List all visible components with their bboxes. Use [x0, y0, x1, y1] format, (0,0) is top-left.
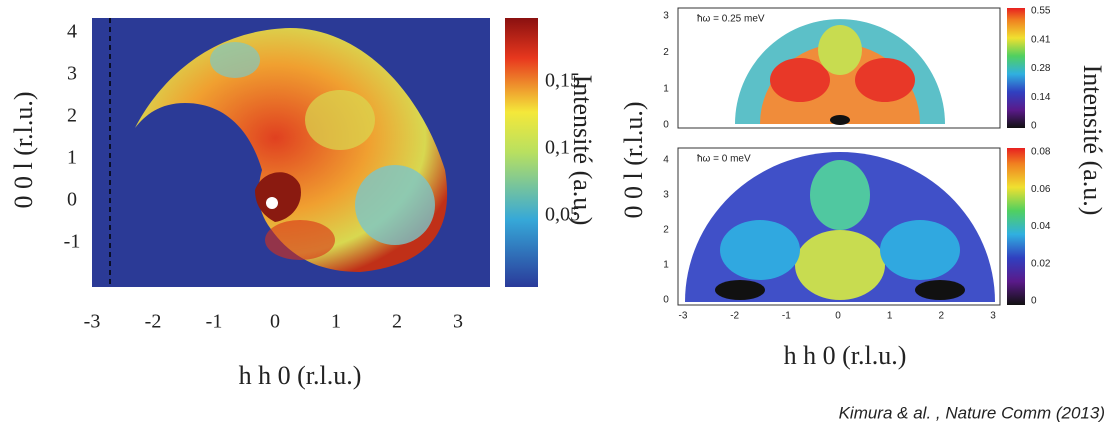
- colorbar-tick-label: 0.06: [1031, 184, 1051, 195]
- y-axis-label: 0 0 l (r.l.u.): [9, 92, 38, 209]
- y-tick-label: 3: [67, 63, 77, 85]
- x-tick-label: 1: [331, 311, 341, 333]
- y-tick-label: 2: [663, 225, 669, 236]
- y-axis-label: 0 0 l (r.l.u.): [619, 102, 648, 219]
- x-axis-label: h h 0 (r.l.u.): [784, 341, 907, 370]
- colorbar-tick-label: 0,15: [545, 70, 580, 92]
- colorbar-tick-label: 0.04: [1031, 221, 1051, 232]
- y-tick-label: 0: [663, 295, 669, 306]
- colorbar-tick-label: 0,05: [545, 204, 580, 226]
- y-tick-label: 4: [67, 21, 77, 43]
- y-tick-label: 3: [663, 11, 669, 22]
- x-tick-label: -1: [206, 311, 223, 333]
- colorbar-tick-label: 0: [1031, 121, 1037, 132]
- x-tick-label: -3: [84, 311, 101, 333]
- citation: Kimura & al. , Nature Comm (2013): [839, 403, 1105, 422]
- x-tick-label: 3: [990, 311, 996, 322]
- colorbar-tick-label: 0.55: [1031, 6, 1051, 17]
- y-tick-label: 2: [663, 47, 669, 58]
- left-heatmap: [92, 18, 538, 287]
- colorbar-tick-label: 0.02: [1031, 258, 1051, 269]
- y-tick-label: -1: [64, 231, 81, 253]
- colorbar-tick-label: 0.14: [1031, 92, 1051, 103]
- annotation: ħω = 0.25 meV: [697, 14, 765, 25]
- x-tick-label: -2: [145, 311, 162, 333]
- colorbar-tick-label: 0,1: [545, 137, 570, 159]
- y-tick-label: 3: [663, 190, 669, 201]
- colorbar-label: Intensité (a.u.): [1078, 65, 1107, 216]
- x-tick-label: 3: [453, 311, 463, 333]
- colorbar-tick-label: 0: [1031, 296, 1037, 307]
- x-tick-label: 0: [270, 311, 280, 333]
- y-tick-label: 0: [67, 189, 77, 211]
- x-tick-label: 2: [392, 311, 402, 333]
- y-tick-label: 1: [663, 260, 669, 271]
- annotation: ħω = 0 meV: [697, 154, 751, 165]
- y-tick-label: 1: [663, 83, 669, 94]
- x-tick-label: -2: [730, 311, 739, 322]
- x-tick-label: 0: [835, 311, 841, 322]
- y-tick-label: 1: [67, 147, 77, 169]
- colorbar-tick-label: 0.41: [1031, 34, 1051, 45]
- x-axis-label: h h 0 (r.l.u.): [239, 361, 362, 390]
- x-tick-label: -3: [679, 311, 688, 322]
- y-tick-label: 0: [663, 120, 669, 131]
- x-tick-label: 1: [887, 311, 893, 322]
- y-tick-label: 2: [67, 105, 77, 127]
- colorbar-label: Intensité (a.u.): [568, 75, 597, 226]
- x-tick-label: -1: [782, 311, 791, 322]
- right-heatmaps: [677, 7, 1025, 306]
- colorbar-tick-label: 0.28: [1031, 63, 1051, 74]
- y-tick-label: 4: [663, 155, 669, 166]
- x-tick-label: 2: [939, 311, 945, 322]
- colorbar-tick-label: 0.08: [1031, 147, 1051, 158]
